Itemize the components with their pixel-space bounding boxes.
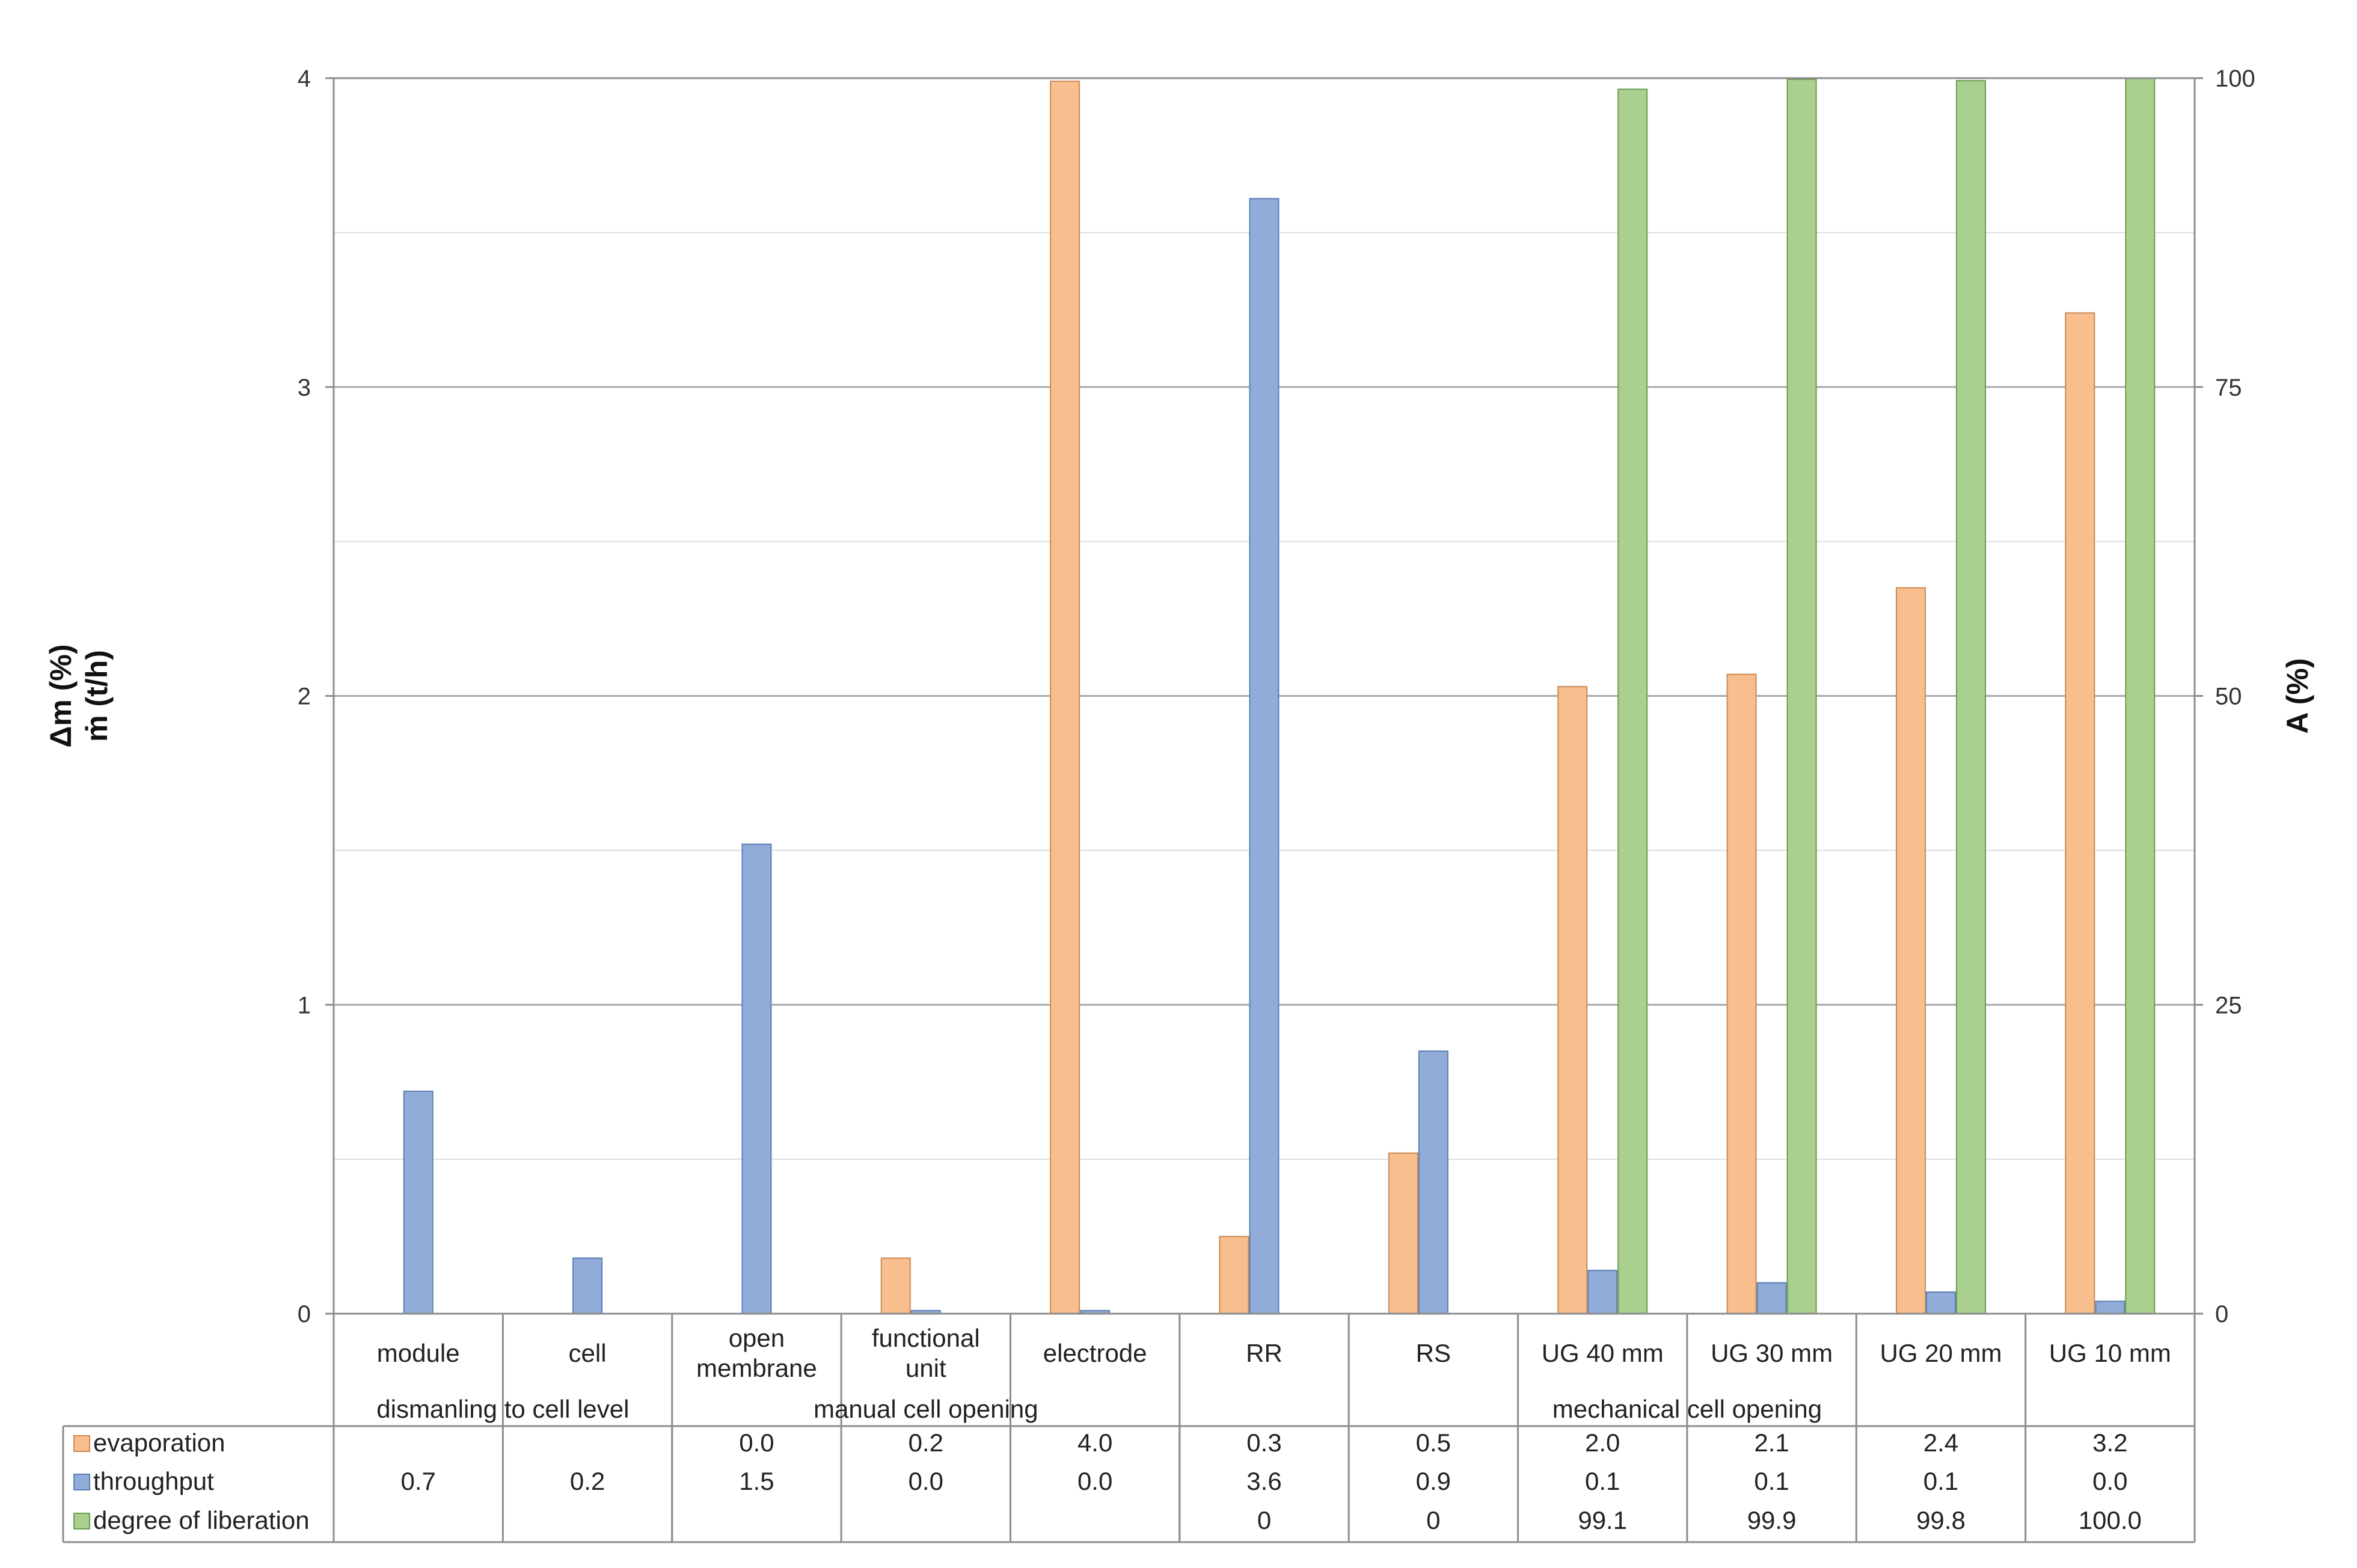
bar-throughput-5 [1249, 198, 1280, 1314]
bar-evaporation-6 [1388, 1152, 1418, 1314]
legend-label: evaporation [93, 1429, 225, 1457]
bar-degree-of-liberation-7 [1617, 88, 1648, 1314]
data-table-value: 0 [1426, 1506, 1440, 1534]
bar-evaporation-5 [1219, 1236, 1249, 1314]
data-table-value: 99.9 [1747, 1506, 1797, 1534]
data-table-value: 0.1 [1923, 1467, 1958, 1495]
data-table-value: 0.0 [1077, 1467, 1112, 1495]
legend-label: degree of liberation [93, 1506, 310, 1534]
data-table-value: 99.8 [1916, 1506, 1966, 1534]
category-label: RR [1246, 1339, 1283, 1367]
category-label: unit [906, 1354, 946, 1382]
data-table-value: 0.2 [909, 1429, 943, 1457]
category-label: open [729, 1324, 785, 1352]
group-label: manual cell opening [814, 1395, 1038, 1423]
left-tick-label: 3 [298, 375, 311, 401]
bar-throughput-2 [741, 844, 772, 1314]
data-table-value: 99.1 [1578, 1506, 1627, 1534]
right-tick-label: 100 [2215, 66, 2255, 92]
bar-throughput-9 [1925, 1291, 1956, 1315]
category-label: cell [569, 1339, 607, 1367]
data-table-value: 2.1 [1754, 1429, 1789, 1457]
legend-swatch-degree-of-liberation [73, 1513, 90, 1530]
bar-evaporation-9 [1895, 587, 1926, 1314]
bar-evaporation-3 [880, 1257, 911, 1314]
left-axis-title-line-2: ṁ (t/h) [80, 650, 114, 742]
left-tick-label: 4 [298, 66, 311, 92]
axes: 0 1 2 3 4 0 25 50 75 100 Δm (%) ṁ (t/h) A (%) [44, 66, 2314, 1328]
group-label: mechanical cell opening [1552, 1395, 1822, 1423]
category-label: RS [1416, 1339, 1451, 1367]
data-table-value: 0.0 [909, 1467, 943, 1495]
data-table-value: 0.5 [1416, 1429, 1451, 1457]
data-table-value: 0.0 [2092, 1467, 2127, 1495]
data-table-value: 0.1 [1754, 1467, 1789, 1495]
data-table-value: 0.9 [1416, 1467, 1451, 1495]
category-label: electrode [1043, 1339, 1147, 1367]
right-tick-label: 25 [2215, 992, 2242, 1018]
data-table-value: 0.7 [400, 1467, 435, 1495]
category-label: UG 10 mm [2049, 1339, 2171, 1367]
bar-evaporation-8 [1726, 673, 1757, 1314]
bar-throughput-8 [1756, 1282, 1787, 1314]
data-table-value: 2.0 [1585, 1429, 1620, 1457]
left-tick-label: 1 [298, 992, 311, 1018]
data-table-value: 2.4 [1923, 1429, 1958, 1457]
data-table-value: 0 [1257, 1506, 1271, 1534]
category-label: membrane [696, 1354, 817, 1382]
bar-throughput-10 [2095, 1300, 2126, 1314]
group-label: dismanling to cell level [376, 1395, 629, 1423]
right-tick-label: 0 [2215, 1301, 2228, 1328]
data-table-value: 3.2 [2092, 1429, 2127, 1457]
bar-throughput-7 [1587, 1270, 1618, 1314]
data-table-value: 0.0 [739, 1429, 774, 1457]
data-table-value: 0.3 [1246, 1429, 1281, 1457]
data-table-value: 3.6 [1246, 1467, 1281, 1495]
right-axis-title-text: A (%) [2281, 658, 2314, 734]
right-tick-label: 75 [2215, 375, 2242, 401]
data-table-value: 1.5 [739, 1467, 774, 1495]
bars [403, 78, 2156, 1315]
category-label: UG 20 mm [1880, 1339, 2002, 1367]
bar-evaporation-7 [1557, 686, 1588, 1314]
bar-degree-of-liberation-8 [1786, 79, 1817, 1315]
left-axis-title-line-1: Δm (%) [44, 644, 78, 747]
bar-throughput-1 [572, 1257, 603, 1314]
bar-evaporation-4 [1050, 81, 1080, 1315]
left-tick-label: 0 [298, 1301, 311, 1328]
legend-swatch-throughput [73, 1474, 90, 1490]
bar-throughput-0 [403, 1091, 434, 1314]
left-axis-title: Δm (%) ṁ (t/h) [44, 644, 114, 747]
category-label: functional [872, 1324, 980, 1352]
right-axis-title: A (%) [2281, 658, 2314, 734]
data-table-value: 0.2 [570, 1467, 605, 1495]
bar-degree-of-liberation-10 [2125, 78, 2156, 1314]
bar-degree-of-liberation-9 [1955, 80, 1986, 1314]
data-table-value: 100.0 [2079, 1506, 2142, 1534]
legend-label: throughput [93, 1467, 214, 1495]
category-label: UG 30 mm [1711, 1339, 1833, 1367]
category-label: module [377, 1339, 460, 1367]
data-table-value: 4.0 [1077, 1429, 1112, 1457]
bar-evaporation-10 [2065, 312, 2095, 1315]
category-label: UG 40 mm [1542, 1339, 1664, 1367]
right-tick-label: 50 [2215, 684, 2242, 710]
bar-throughput-6 [1418, 1050, 1448, 1314]
left-tick-label: 2 [298, 684, 311, 710]
data-table-value: 0.1 [1585, 1467, 1620, 1495]
legend-swatch-evaporation [73, 1435, 90, 1452]
